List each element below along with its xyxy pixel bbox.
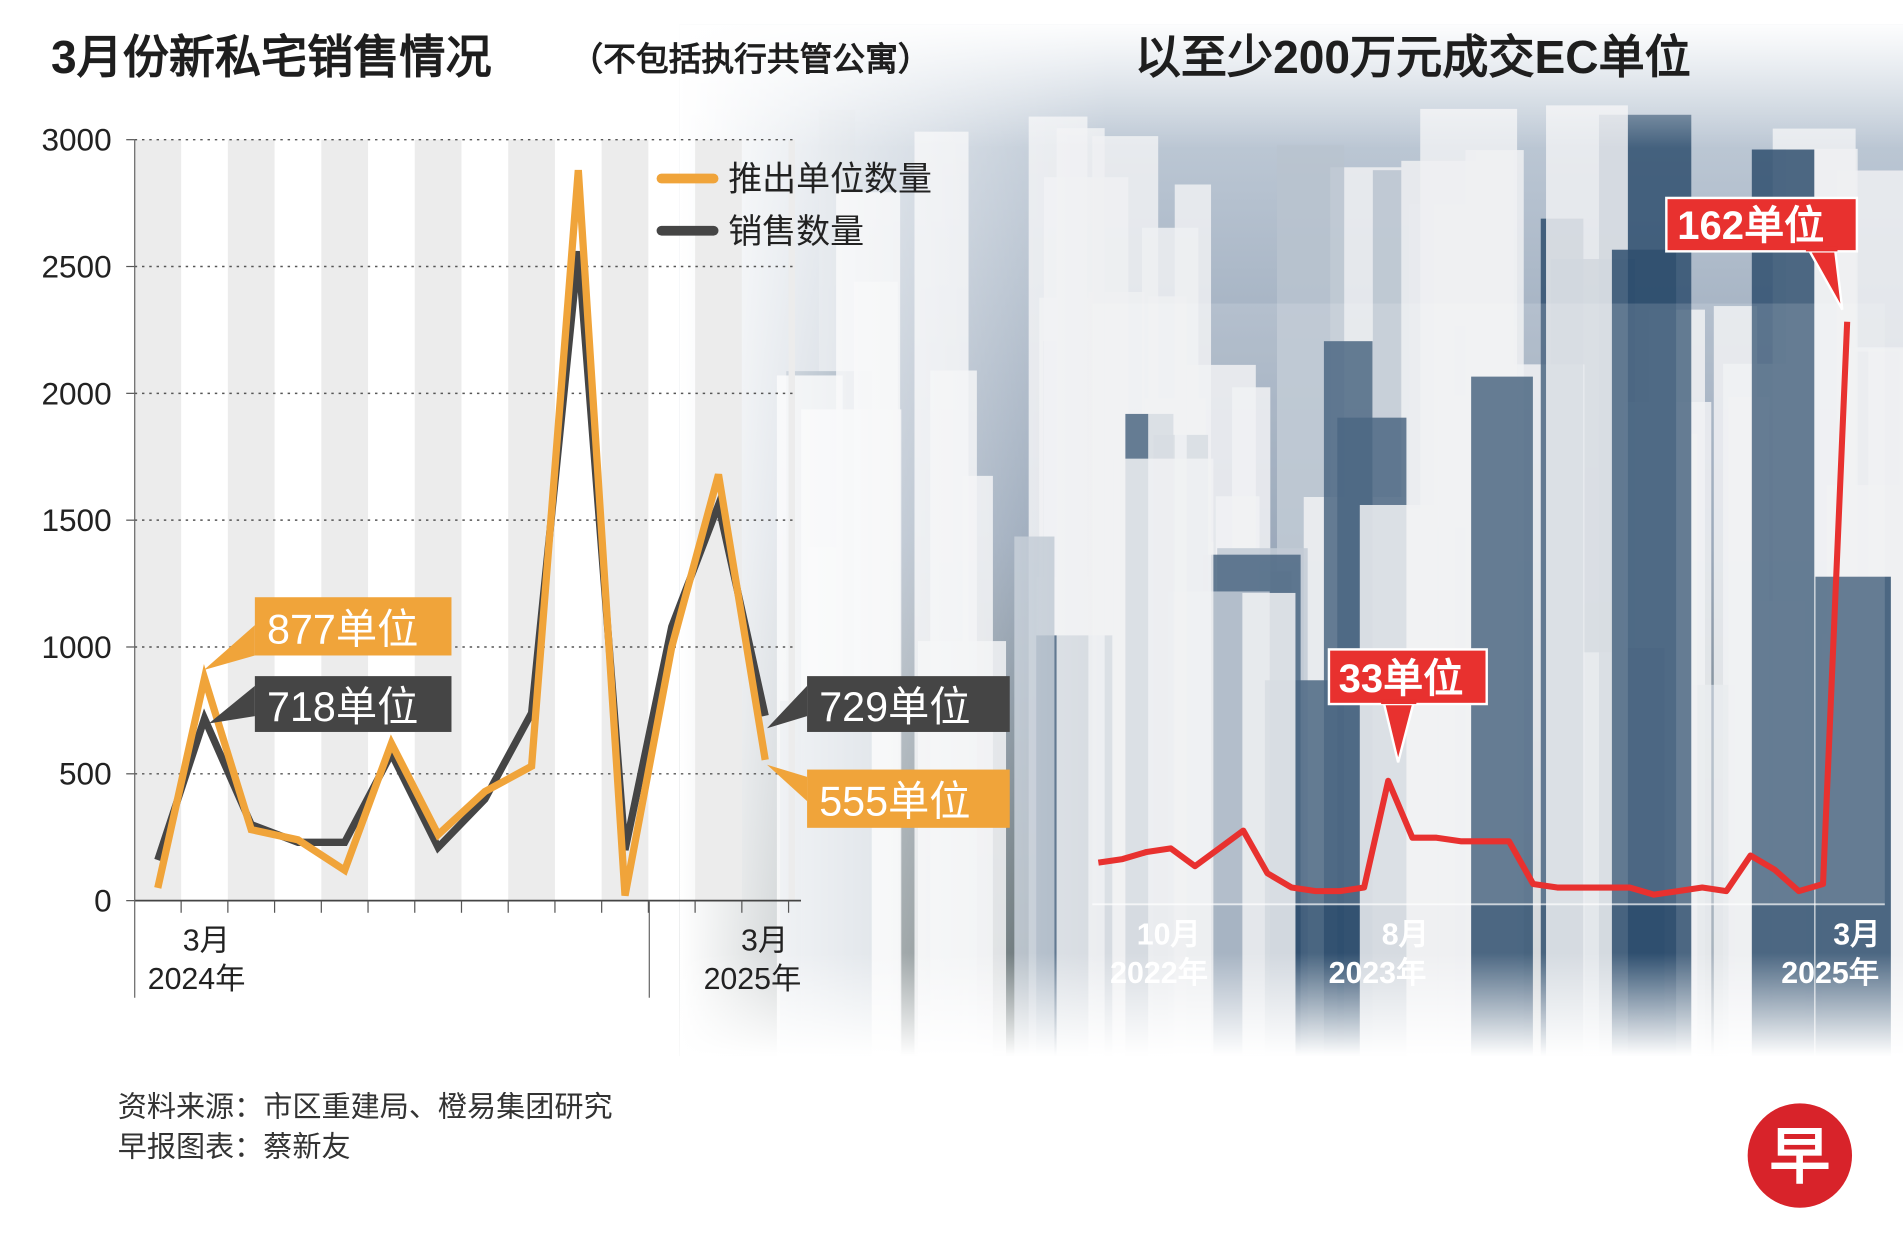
credit-note: 早报图表：蔡新友 [118,1131,351,1164]
ec-plot-area [1092,303,1885,905]
month-stripe [321,139,369,901]
ec-x-label-year-2023: 2023年 [1329,956,1427,990]
ec-x-label-month-oct2022: 10月 [1137,918,1201,951]
x-label-year-2024: 2024年 [148,962,246,996]
callout-555-label: 555单位 [819,779,970,825]
left-title: 3月份新私宅销售情况 [51,31,492,83]
legend-label-launched: 推出单位数量 [728,161,932,199]
y-tick-label: 2500 [41,248,111,284]
callout-718: 718单位 [208,676,452,732]
callout-555: 555单位 [767,764,1010,828]
y-tick-label: 1000 [41,629,111,665]
ec-transactions-chart: 33单位 162单位 10月 2022年 8月 2023年 3月 2025年 [1092,196,1885,990]
callout-877-label: 877单位 [267,606,418,652]
ec-x-label-year-2025: 2025年 [1781,956,1879,990]
y-tick-label: 500 [59,756,112,792]
ec-x-label-month-mar2025: 3月 [1833,918,1880,951]
ec-series-line [1097,321,1851,898]
zaobao-logo: 早 [1747,1103,1853,1208]
ec-x-label-year-2022: 2022年 [1110,956,1208,990]
callout-162-label: 162单位 [1677,204,1824,248]
launched-series-line [154,169,769,897]
callout-729-label: 729单位 [819,684,970,730]
left-subtitle: （不包括执行共管公寓） [570,41,930,78]
callout-33-label: 33单位 [1339,657,1464,701]
legend-label-sold: 销售数量 [728,213,864,251]
sold-series-line [154,250,769,862]
x-label-year-2025: 2025年 [704,962,802,996]
x-label-month-2024: 3月 [183,924,230,957]
y-tick-label: 3000 [41,122,111,158]
y-tick-label: 0 [94,883,112,919]
logo-text: 早 [1770,1122,1831,1190]
y-tick-label: 1500 [41,502,111,538]
x-label-month-2025: 3月 [741,924,788,957]
legend: 推出单位数量 销售数量 [656,161,932,251]
callout-729: 729单位 [767,676,1010,732]
month-stripe [414,139,462,901]
right-title: 以至少200万元成交EC单位 [1135,31,1691,83]
callout-162: 162单位 [1665,196,1859,311]
ec-x-label-month-aug2023: 8月 [1382,918,1429,951]
callout-718-label: 718单位 [267,684,418,730]
source-note: 资料来源：市区重建局、橙易集团研究 [118,1091,613,1124]
y-tick-label: 2000 [41,375,111,411]
private-home-sales-chart: 0 500 1000 1500 2000 2500 3000 推出单位数量 销售数量 877… [41,122,1010,998]
callout-33: 33单位 [1327,648,1488,763]
